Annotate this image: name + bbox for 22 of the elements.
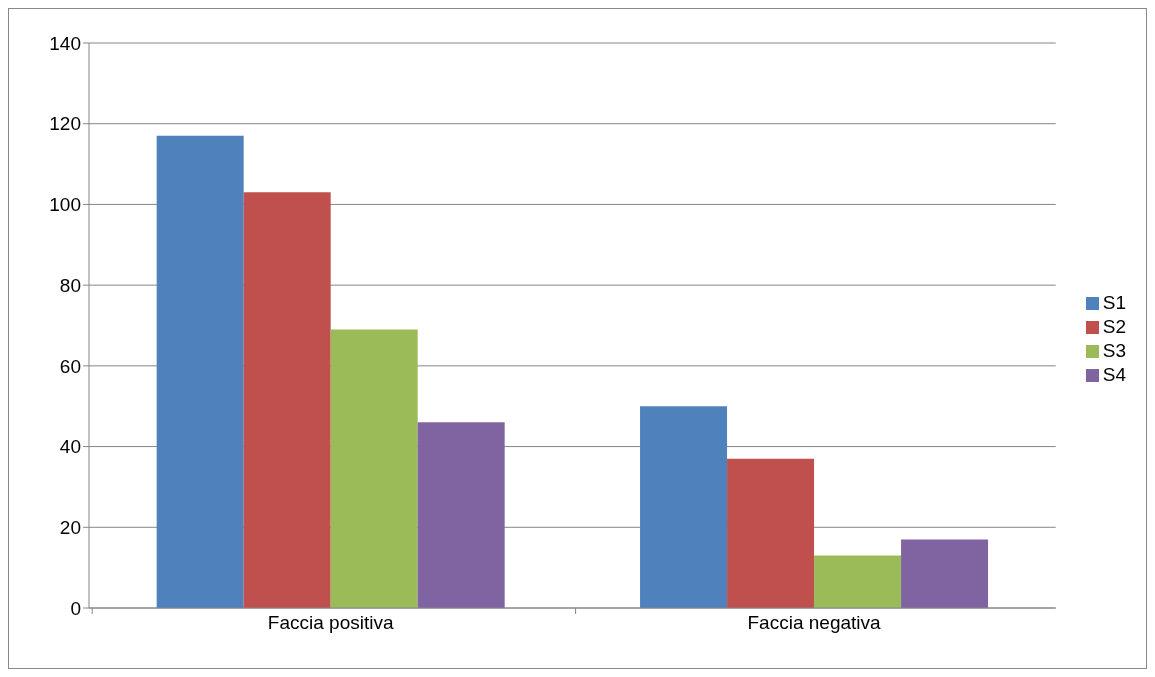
bar — [814, 555, 902, 608]
y-tick-label: 20 — [59, 517, 81, 539]
bar — [243, 192, 331, 608]
y-tick-label: 0 — [70, 597, 81, 619]
legend-label: S3 — [1102, 339, 1126, 361]
y-tick-label: 120 — [49, 113, 81, 135]
x-tick-label: Faccia positiva — [267, 612, 394, 634]
bar — [417, 422, 505, 608]
bar — [156, 135, 244, 608]
y-tick-label: 140 — [49, 32, 81, 54]
bar — [640, 406, 728, 608]
legend-label: S2 — [1102, 315, 1126, 337]
bar — [901, 539, 989, 608]
y-tick-label: 100 — [49, 194, 81, 216]
y-tick-label: 60 — [59, 355, 81, 377]
bar — [330, 329, 418, 608]
bar — [727, 458, 815, 608]
y-tick-label: 40 — [59, 436, 81, 458]
legend-label: S1 — [1102, 291, 1126, 313]
legend-label: S4 — [1102, 363, 1126, 385]
y-tick-label: 80 — [59, 274, 81, 296]
x-tick-label: Faccia negativa — [747, 612, 882, 634]
